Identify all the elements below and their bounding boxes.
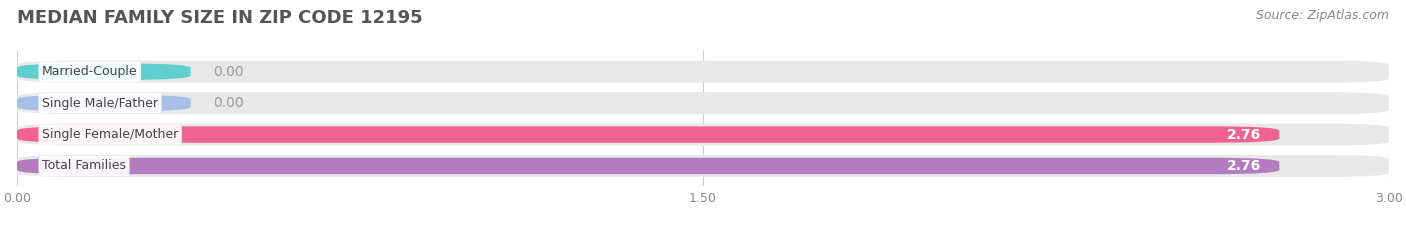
FancyBboxPatch shape — [17, 64, 191, 80]
Text: 2.76: 2.76 — [1227, 127, 1261, 141]
Text: Single Female/Mother: Single Female/Mother — [42, 128, 179, 141]
FancyBboxPatch shape — [17, 126, 1279, 143]
FancyBboxPatch shape — [17, 61, 1389, 83]
FancyBboxPatch shape — [17, 92, 1389, 114]
Text: 0.00: 0.00 — [214, 96, 245, 110]
Text: Total Families: Total Families — [42, 159, 127, 172]
Text: 2.76: 2.76 — [1227, 159, 1261, 173]
Text: Source: ZipAtlas.com: Source: ZipAtlas.com — [1256, 9, 1389, 22]
FancyBboxPatch shape — [17, 158, 1279, 174]
Text: MEDIAN FAMILY SIZE IN ZIP CODE 12195: MEDIAN FAMILY SIZE IN ZIP CODE 12195 — [17, 9, 422, 27]
FancyBboxPatch shape — [17, 95, 191, 111]
Text: Single Male/Father: Single Male/Father — [42, 97, 157, 110]
Text: 0.00: 0.00 — [214, 65, 245, 79]
Text: Married-Couple: Married-Couple — [42, 65, 138, 78]
FancyBboxPatch shape — [17, 155, 1389, 177]
FancyBboxPatch shape — [17, 123, 1389, 146]
